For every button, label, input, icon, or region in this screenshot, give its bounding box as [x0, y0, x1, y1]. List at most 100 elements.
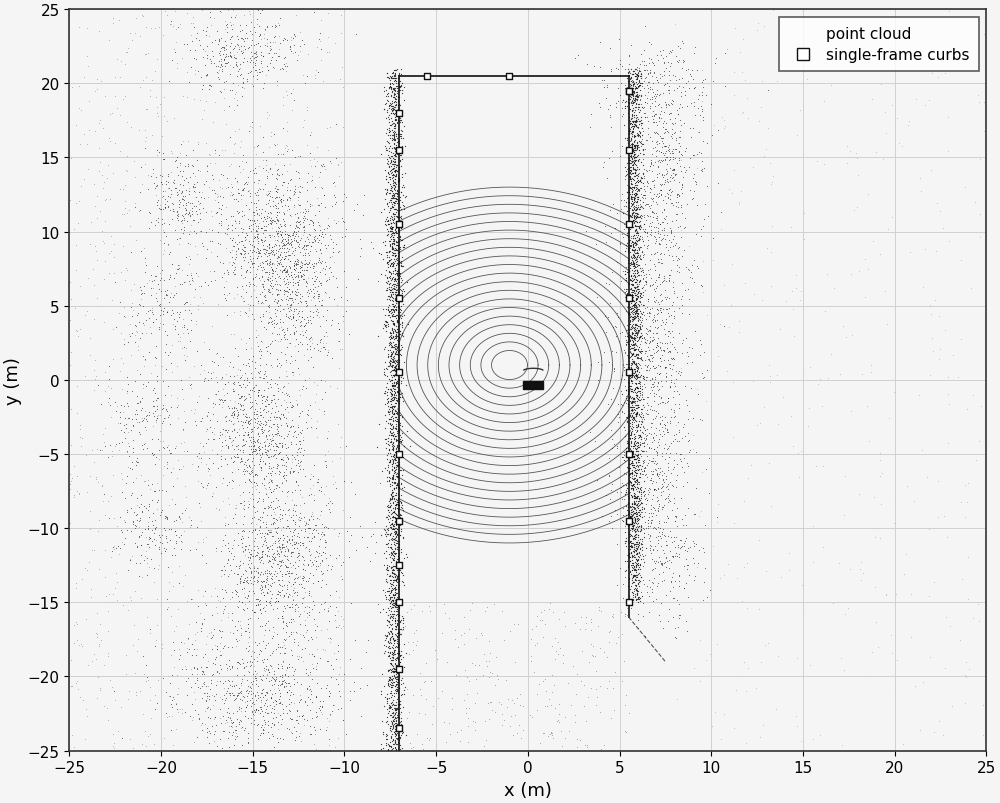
Point [627, 261, 643, 274]
Point [205, 397, 221, 410]
Point [323, 234, 339, 247]
Point [447, 632, 463, 645]
Point [100, 714, 116, 727]
Point [216, 640, 232, 653]
Point [383, 518, 399, 531]
Point [247, 217, 263, 230]
Point [290, 236, 306, 249]
Point [388, 623, 404, 636]
Point [154, 179, 170, 192]
Point [381, 197, 397, 210]
Point [243, 699, 259, 712]
Point [627, 491, 643, 503]
Point [634, 55, 650, 68]
Point [390, 295, 406, 308]
Point [625, 411, 641, 424]
Point [64, 679, 80, 692]
Point [224, 426, 240, 438]
Point [290, 421, 306, 434]
Point [615, 231, 631, 244]
Point [390, 385, 406, 398]
Point [78, 613, 94, 626]
Point [628, 152, 644, 165]
Point [628, 207, 644, 220]
Point [628, 189, 644, 202]
Point [629, 587, 645, 600]
Point [271, 585, 287, 598]
Point [614, 406, 630, 418]
Point [381, 627, 397, 640]
Point [272, 687, 288, 699]
Point [237, 410, 253, 422]
Point [629, 91, 645, 104]
Point [389, 425, 405, 438]
Point [395, 677, 411, 690]
Point [671, 402, 687, 415]
Point [624, 96, 640, 108]
Point [325, 662, 341, 675]
Point [313, 278, 329, 291]
Point [644, 71, 660, 84]
Point [336, 217, 352, 230]
Point [162, 418, 178, 431]
Point [666, 385, 682, 397]
Point [246, 714, 262, 727]
Point [392, 507, 408, 520]
Point [253, 344, 269, 357]
Point [617, 571, 633, 584]
Point [651, 238, 667, 251]
Point [622, 87, 638, 100]
Point [384, 223, 400, 236]
Point [622, 234, 638, 247]
Point [649, 327, 665, 340]
Point [209, 675, 225, 688]
Point [305, 511, 321, 524]
Point [625, 207, 641, 220]
Point [220, 56, 236, 69]
Point [321, 732, 337, 745]
Point [378, 730, 394, 743]
Point [248, 674, 264, 687]
Point [191, 452, 207, 465]
Point [623, 451, 639, 464]
Point [314, 568, 330, 581]
Point [286, 29, 302, 42]
Point [97, 91, 113, 104]
Point [106, 540, 122, 553]
Point [648, 90, 664, 103]
Point [626, 368, 642, 381]
Point [150, 212, 166, 225]
Point [638, 275, 654, 288]
Point [627, 432, 643, 445]
Point [239, 592, 255, 605]
Point [622, 540, 638, 553]
Point [274, 459, 290, 471]
Point [224, 409, 240, 422]
Point [285, 669, 301, 682]
Point [331, 323, 347, 336]
Point [647, 483, 663, 495]
Point [383, 609, 399, 622]
Point [631, 184, 647, 197]
Point [668, 75, 684, 88]
Point [378, 189, 394, 202]
Point [247, 187, 263, 200]
Point [381, 510, 397, 523]
Point [627, 490, 643, 503]
Point [634, 503, 650, 516]
Point [230, 442, 246, 455]
Point [652, 89, 668, 102]
Point [622, 157, 638, 169]
Point [264, 716, 280, 729]
Point [296, 349, 312, 362]
Point [391, 393, 407, 406]
Point [388, 459, 404, 471]
Point [240, 417, 256, 430]
Point [391, 218, 407, 231]
Point [398, 190, 414, 203]
Point [229, 440, 245, 453]
Point [254, 687, 270, 699]
Point [634, 468, 650, 481]
Point [262, 312, 278, 324]
Point [236, 9, 252, 22]
